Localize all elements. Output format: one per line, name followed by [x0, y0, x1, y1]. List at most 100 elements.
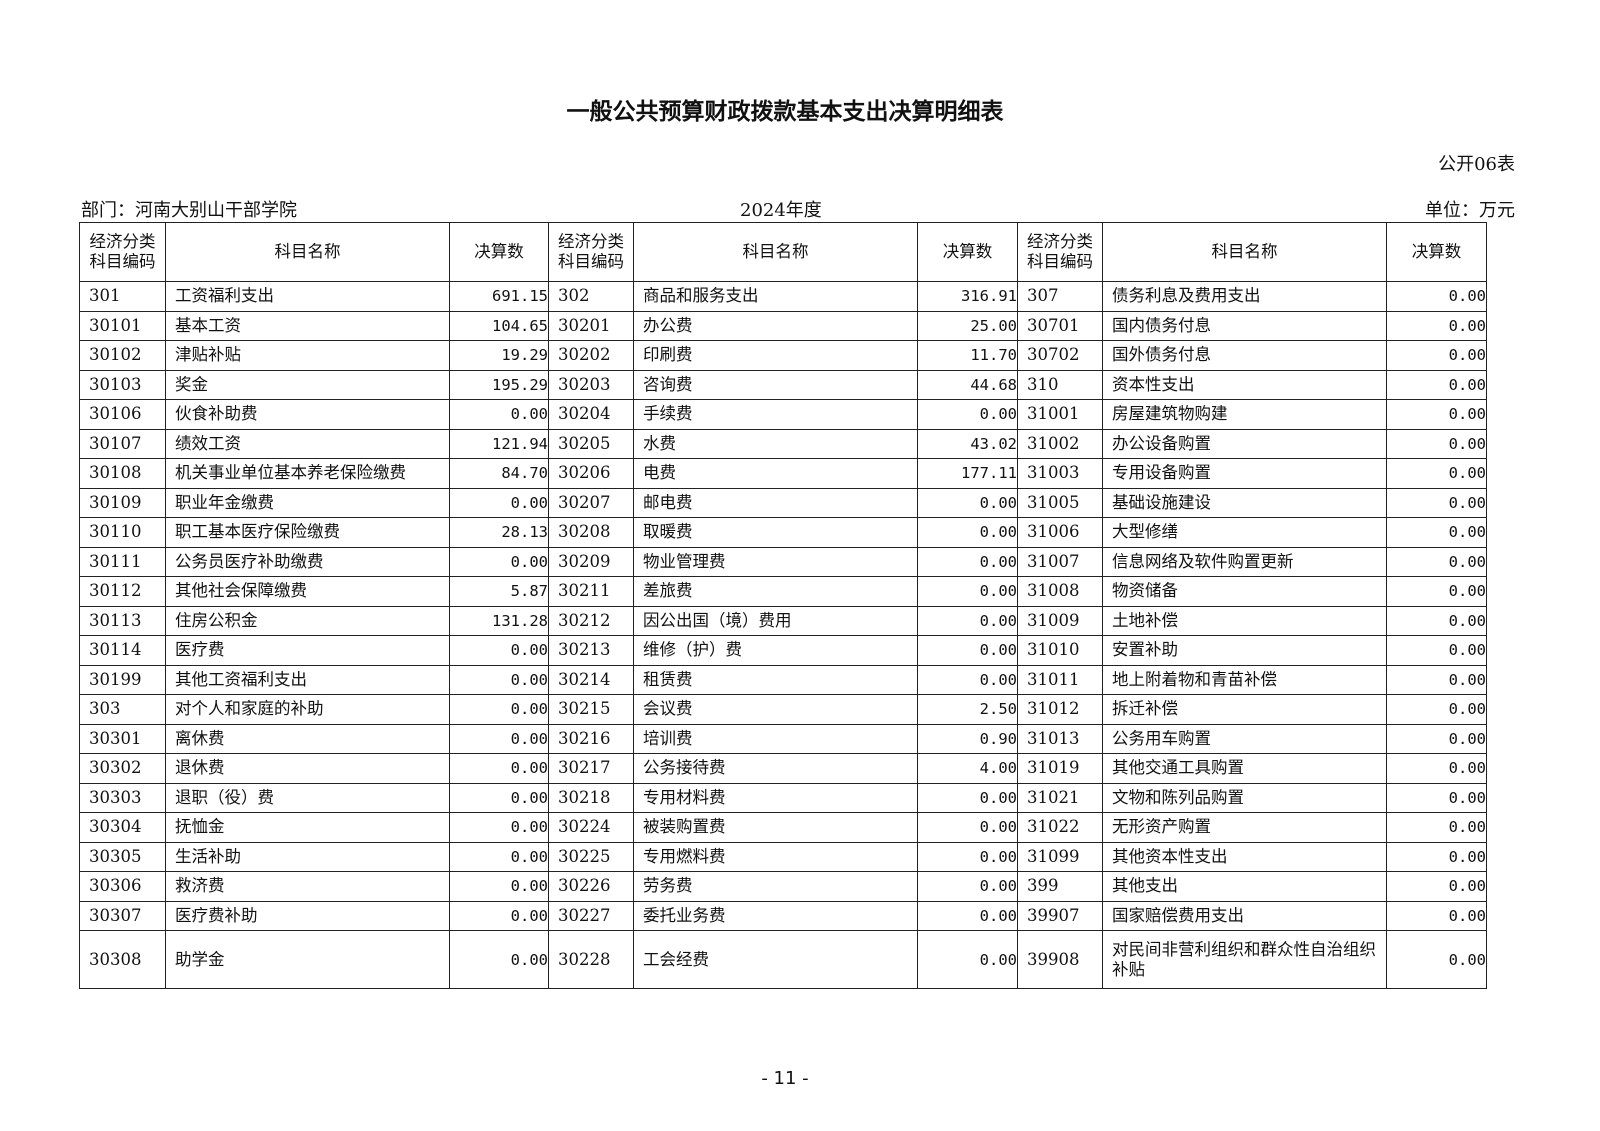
amount-cell: 0.00: [1386, 605, 1487, 636]
amount-cell: 84.70: [449, 458, 549, 489]
amount-cell: 0.00: [449, 399, 549, 430]
name-cell: 退职（役）费: [165, 782, 450, 813]
page-number: - 11 -: [761, 1068, 809, 1089]
code-cell: 31003: [1017, 458, 1103, 489]
amount-cell: 0.00: [449, 664, 549, 695]
name-cell: 办公设备购置: [1102, 428, 1387, 459]
table-row: 30307 医疗费补助 0.00 30227 委托业务费 0.00 39907 国家赔偿费用支…: [79, 900, 1487, 931]
code-cell: 30226: [548, 871, 634, 902]
name-cell: 劳务费: [633, 871, 918, 902]
code-cell: 30103: [79, 369, 166, 400]
table-row: 30101 基本工资 104.65 30201 办公费 25.00 30701 国内债务付息 0…: [79, 310, 1487, 341]
column-header-name: 科目名称: [633, 222, 918, 282]
amount-cell: 0.00: [449, 930, 549, 989]
department-label: 部门：河南大别山干部学院: [81, 200, 297, 221]
page-title: 一般公共预算财政拨款基本支出决算明细表: [566, 99, 1004, 125]
code-cell: 30217: [548, 753, 634, 784]
amount-cell: 0.00: [449, 487, 549, 518]
amount-cell: 44.68: [917, 369, 1018, 400]
table-row: 301 工资福利支出 691.15 302 商品和服务支出 316.91 307 债务利息及费…: [79, 281, 1487, 312]
amount-cell: 121.94: [449, 428, 549, 459]
name-cell: 咨询费: [633, 369, 918, 400]
name-cell: 医疗费: [165, 635, 450, 666]
name-cell: 公务接待费: [633, 753, 918, 784]
amount-cell: 0.00: [449, 841, 549, 872]
table-row: 30111 公务员医疗补助缴费 0.00 30209 物业管理费 0.00 31007 信息网…: [79, 546, 1487, 577]
name-cell: 专用设备购置: [1102, 458, 1387, 489]
code-cell: 30307: [79, 900, 166, 931]
name-cell: 奖金: [165, 369, 450, 400]
code-cell: 30208: [548, 517, 634, 548]
table-row: 30109 职业年金缴费 0.00 30207 邮电费 0.00 31005 基础设施建设 0.…: [79, 487, 1487, 518]
table-number: 公开06表: [1438, 154, 1515, 175]
name-cell: 信息网络及软件购置更新: [1102, 546, 1387, 577]
amount-cell: 0.00: [1386, 900, 1487, 931]
code-cell: 30114: [79, 635, 166, 666]
name-cell: 国家赔偿费用支出: [1102, 900, 1387, 931]
amount-cell: 195.29: [449, 369, 549, 400]
code-cell: 30225: [548, 841, 634, 872]
code-cell: 31099: [1017, 841, 1103, 872]
amount-cell: 0.00: [917, 635, 1018, 666]
code-cell: 30204: [548, 399, 634, 430]
amount-cell: 0.00: [1386, 723, 1487, 754]
amount-cell: 0.00: [449, 723, 549, 754]
table-row: 30301 离休费 0.00 30216 培训费 0.90 31013 公务用车购置 0.00: [79, 723, 1487, 754]
code-cell: 31010: [1017, 635, 1103, 666]
code-cell: 307: [1017, 281, 1103, 312]
header-row: 经济分类科目编码 科目名称 决算数 经济分类科目编码 科目名称 决算数 经济分类科目编码 科目…: [79, 222, 1487, 282]
code-cell: 30201: [548, 310, 634, 341]
name-cell: 专用燃料费: [633, 841, 918, 872]
amount-cell: 0.00: [1386, 635, 1487, 666]
amount-cell: 0.00: [1386, 841, 1487, 872]
amount-cell: 0.00: [449, 694, 549, 725]
code-cell: 30111: [79, 546, 166, 577]
amount-cell: 0.00: [1386, 487, 1487, 518]
code-cell: 30101: [79, 310, 166, 341]
name-cell: 印刷费: [633, 340, 918, 371]
amount-cell: 0.00: [1386, 930, 1487, 989]
name-cell: 职业年金缴费: [165, 487, 450, 518]
table-row: 303 对个人和家庭的补助 0.00 30215 会议费 2.50 31012 拆迁补偿 0.0…: [79, 694, 1487, 725]
amount-cell: 0.00: [917, 664, 1018, 695]
name-cell: 职工基本医疗保险缴费: [165, 517, 450, 548]
name-cell: 手续费: [633, 399, 918, 430]
name-cell: 抚恤金: [165, 812, 450, 843]
name-cell: 生活补助: [165, 841, 450, 872]
name-cell: 基础设施建设: [1102, 487, 1387, 518]
name-cell: 电费: [633, 458, 918, 489]
name-cell: 会议费: [633, 694, 918, 725]
amount-cell: 0.00: [917, 399, 1018, 430]
name-cell: 对民间非营利组织和群众性自治组织补贴: [1102, 930, 1387, 989]
amount-cell: 19.29: [449, 340, 549, 371]
name-cell: 大型修缮: [1102, 517, 1387, 548]
name-cell: 土地补偿: [1102, 605, 1387, 636]
code-cell: 31013: [1017, 723, 1103, 754]
code-cell: 30212: [548, 605, 634, 636]
amount-cell: 0.00: [917, 841, 1018, 872]
code-cell: 310: [1017, 369, 1103, 400]
name-cell: 机关事业单位基本养老保险缴费: [165, 458, 450, 489]
column-header-num: 决算数: [1386, 222, 1487, 282]
column-header-code: 经济分类科目编码: [1017, 222, 1103, 282]
name-cell: 其他社会保障缴费: [165, 576, 450, 607]
amount-cell: 177.11: [917, 458, 1018, 489]
name-cell: 其他支出: [1102, 871, 1387, 902]
amount-cell: 0.00: [449, 635, 549, 666]
amount-cell: 0.00: [917, 517, 1018, 548]
code-cell: 30213: [548, 635, 634, 666]
amount-cell: 0.00: [1386, 458, 1487, 489]
name-cell: 住房公积金: [165, 605, 450, 636]
amount-cell: 0.00: [1386, 812, 1487, 843]
name-cell: 公务用车购置: [1102, 723, 1387, 754]
code-cell: 31002: [1017, 428, 1103, 459]
column-header-code: 经济分类科目编码: [79, 222, 166, 282]
amount-cell: 0.00: [1386, 664, 1487, 695]
name-cell: 安置补助: [1102, 635, 1387, 666]
amount-cell: 28.13: [449, 517, 549, 548]
amount-cell: 131.28: [449, 605, 549, 636]
name-cell: 办公费: [633, 310, 918, 341]
name-cell: 因公出国（境）费用: [633, 605, 918, 636]
amount-cell: 316.91: [917, 281, 1018, 312]
code-cell: 31019: [1017, 753, 1103, 784]
